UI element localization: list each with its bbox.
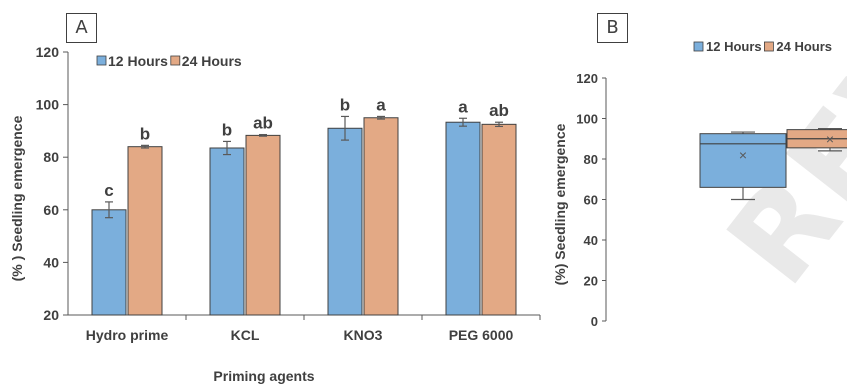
box bbox=[699, 133, 787, 188]
bar bbox=[245, 134, 281, 316]
legend-swatch bbox=[96, 55, 107, 66]
y-tick-label: 40 bbox=[584, 233, 598, 248]
y-tick-label: 100 bbox=[576, 112, 598, 127]
panel-label-a: A bbox=[66, 13, 97, 43]
significance-letter: ab bbox=[253, 114, 273, 133]
y-tick-label: 80 bbox=[43, 149, 59, 165]
panel-label-b: B bbox=[597, 13, 628, 43]
significance-letter: a bbox=[458, 97, 468, 116]
significance-letter: a bbox=[376, 95, 386, 114]
y-tick-label: 20 bbox=[43, 307, 59, 323]
bar-chart-panel-a: 20 40 60 80 100 120 Hydro prime c b KCL b ab KNO3 b a P… bbox=[9, 44, 541, 384]
y-tick-label: 120 bbox=[36, 44, 60, 60]
y-tick-label: 80 bbox=[584, 152, 598, 167]
legend-swatch bbox=[693, 41, 704, 52]
y-tick-label: 60 bbox=[584, 193, 598, 208]
legend-label: 24 Hours bbox=[182, 53, 242, 69]
bar bbox=[327, 127, 363, 316]
significance-letter: b bbox=[340, 95, 350, 114]
y-axis-label: (%) Seedling emergence bbox=[552, 123, 568, 285]
x-axis-label: Priming agents bbox=[213, 368, 314, 384]
x-tick-label: PEG 6000 bbox=[449, 327, 514, 343]
y-tick-label: 60 bbox=[43, 202, 59, 218]
bar bbox=[363, 117, 399, 316]
y-tick-label: 20 bbox=[584, 274, 598, 289]
y-tick-label: 0 bbox=[591, 314, 598, 329]
significance-letter: ab bbox=[489, 101, 509, 120]
bar bbox=[481, 123, 517, 316]
x-tick-label: KCL bbox=[231, 327, 260, 343]
significance-letter: b bbox=[140, 124, 150, 143]
x-tick-label: KNO3 bbox=[344, 327, 383, 343]
legend-label: 24 Hours bbox=[776, 39, 832, 54]
y-tick-label: 120 bbox=[576, 71, 598, 86]
legend-label: 12 Hours bbox=[706, 39, 762, 54]
mean-marker: × bbox=[826, 131, 834, 147]
legend-label: 12 Hours bbox=[108, 53, 168, 69]
mean-marker: × bbox=[739, 147, 747, 163]
significance-letter: c bbox=[104, 181, 113, 200]
bar bbox=[209, 147, 245, 316]
box-plot-panel-b: 0 20 40 60 80 100 120 (%) Seedling emergence × × 1… bbox=[552, 39, 847, 329]
legend-swatch bbox=[764, 41, 774, 52]
bar bbox=[445, 121, 481, 316]
y-tick-label: 40 bbox=[43, 254, 59, 270]
x-tick-label: Hydro prime bbox=[86, 327, 169, 343]
legend-swatch bbox=[170, 55, 181, 66]
y-axis-label: (% ) Seedling emergence bbox=[9, 115, 25, 281]
bar bbox=[91, 209, 127, 316]
bar bbox=[127, 146, 163, 316]
significance-letter: b bbox=[222, 120, 232, 139]
y-tick-label: 100 bbox=[36, 97, 60, 113]
